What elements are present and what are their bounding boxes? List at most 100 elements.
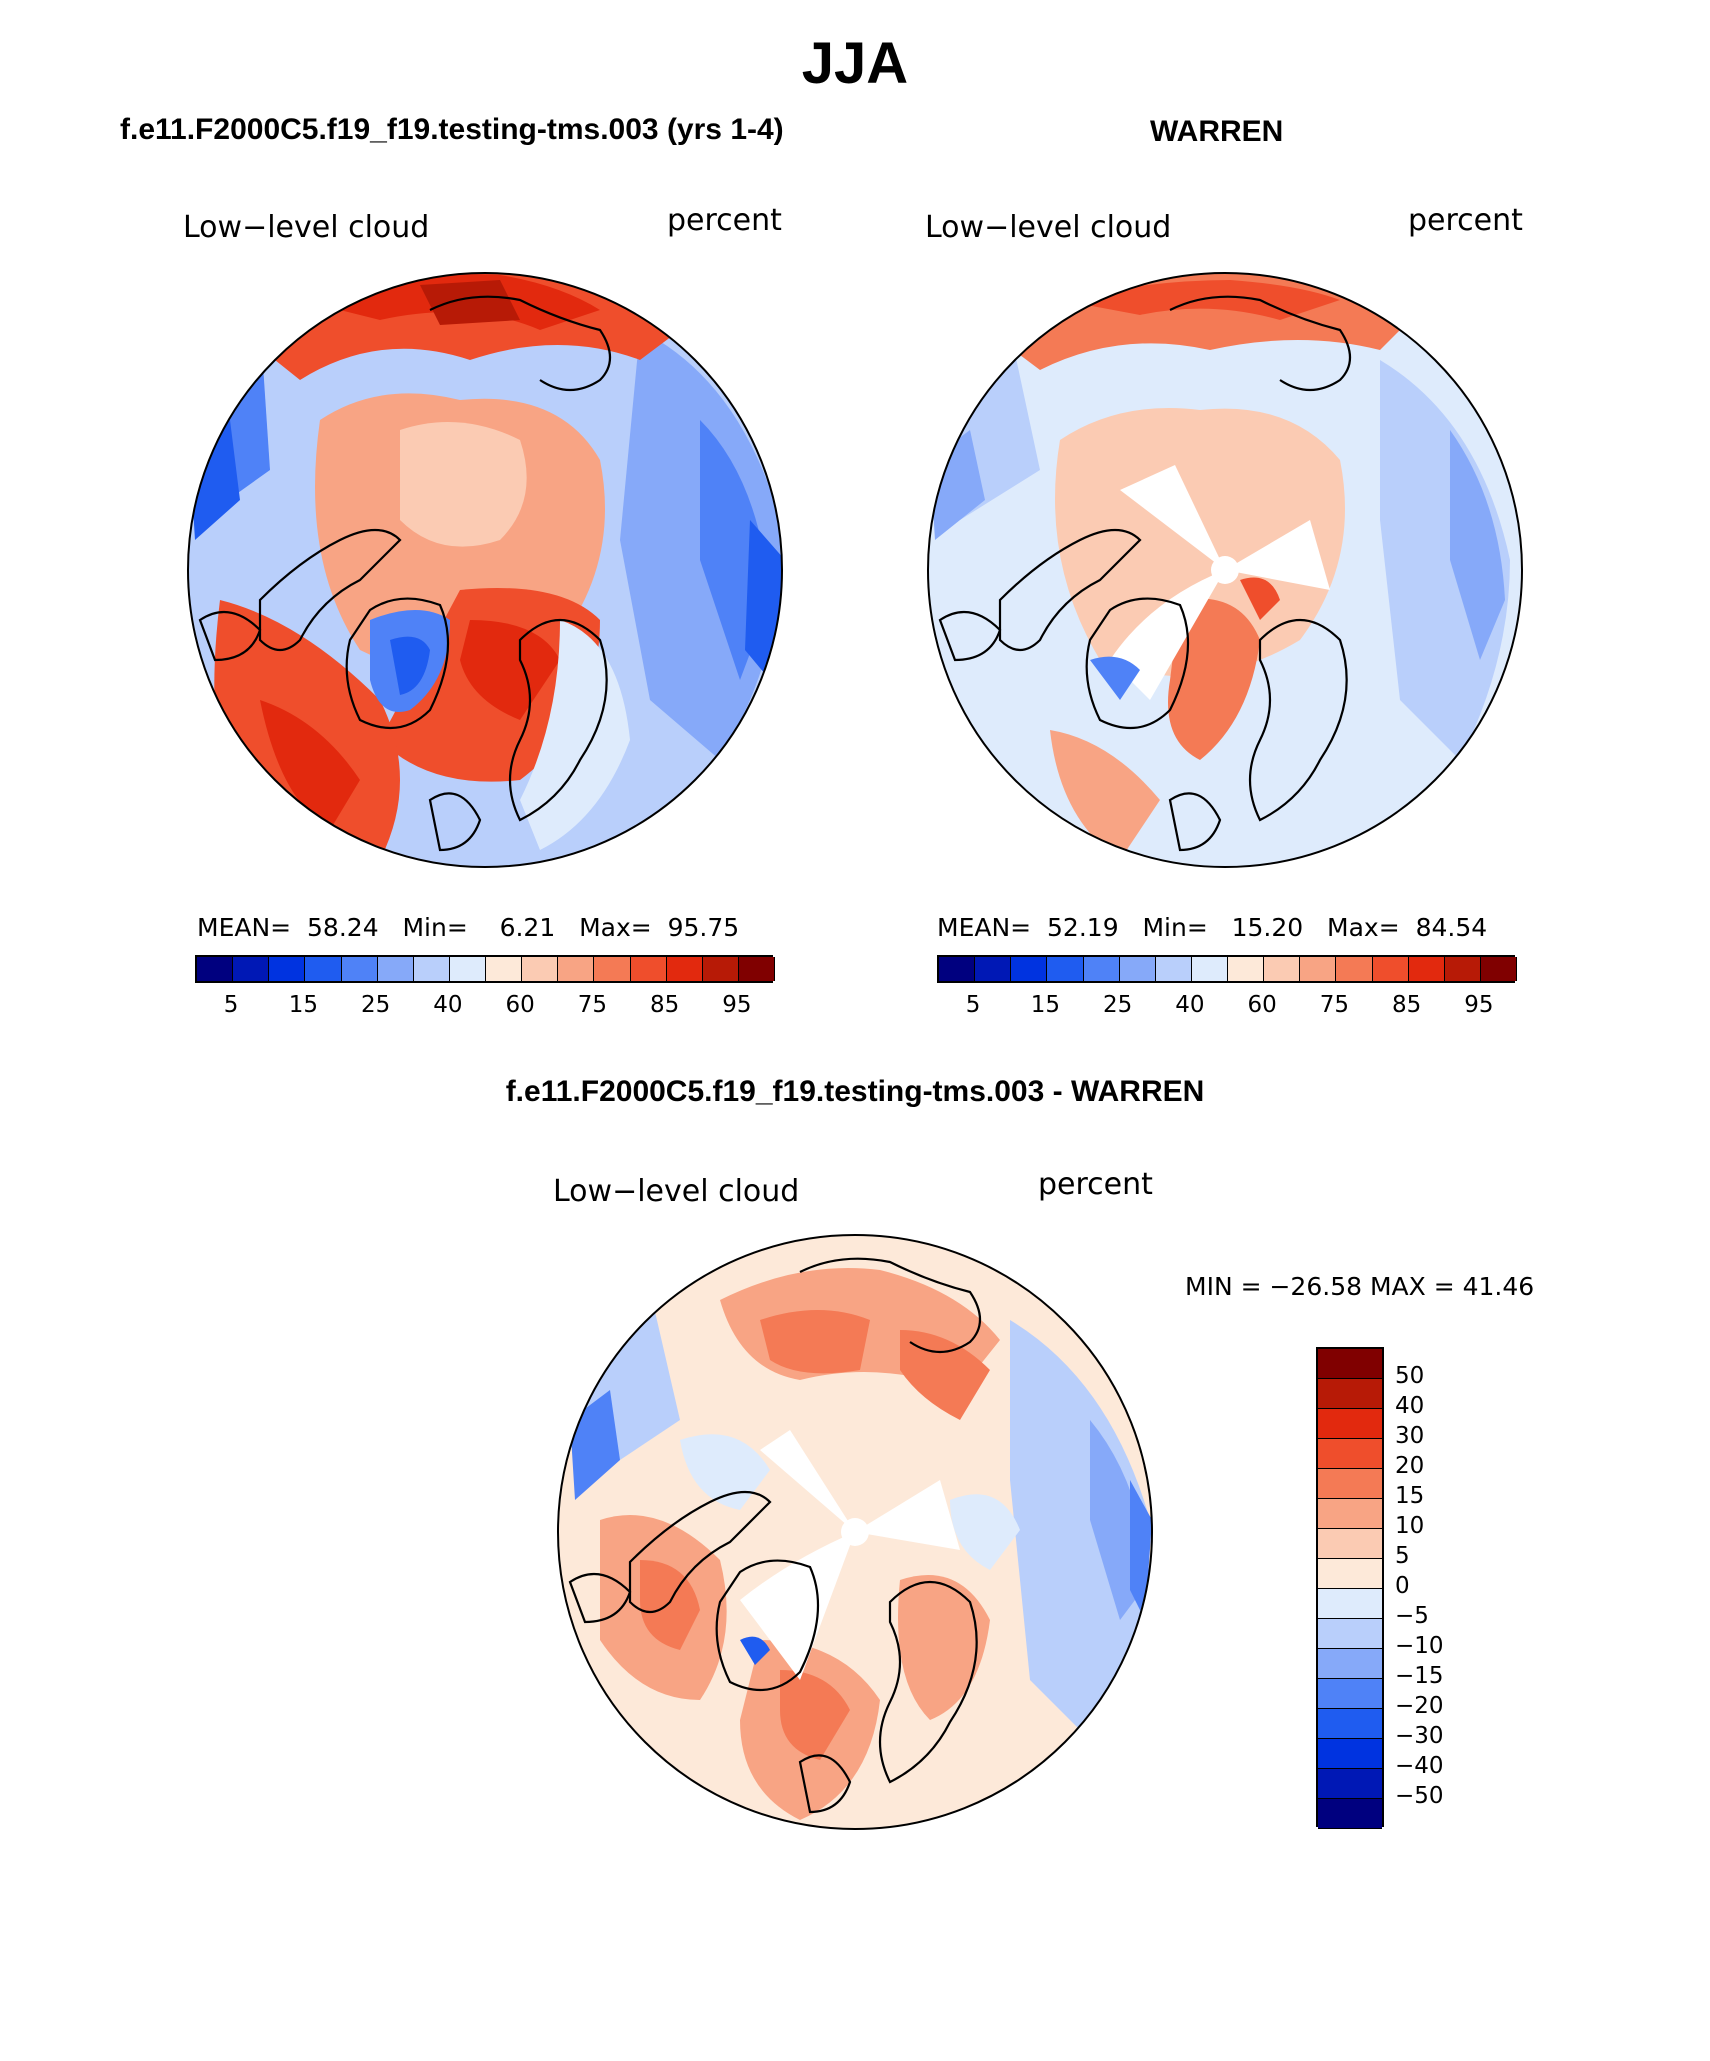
colorbar-swatch — [1408, 957, 1445, 981]
model-colorbar — [195, 955, 775, 983]
colorbar-swatch — [1318, 1769, 1382, 1799]
colorbar-swatch — [341, 957, 378, 981]
colorbar-tick-label: 75 — [577, 992, 608, 1018]
page-title: JJA — [801, 31, 909, 96]
obs-colorbar — [937, 955, 1517, 983]
colorbar-swatch — [702, 957, 739, 981]
colorbar-tick-label: −30 — [1395, 1723, 1444, 1749]
colorbar-swatch — [1228, 957, 1265, 981]
colorbar-swatch — [413, 957, 450, 981]
diff-minmax-label: MIN = −26.58 MAX = 41.46 — [1185, 1272, 1535, 1301]
colorbar-swatch — [197, 957, 234, 981]
colorbar-swatch — [1318, 1709, 1382, 1739]
colorbar-swatch — [1318, 1469, 1382, 1499]
colorbar-swatch — [1318, 1349, 1382, 1379]
colorbar-tick-label: 15 — [1030, 992, 1061, 1018]
colorbar-swatch — [1264, 957, 1301, 981]
colorbar-swatch — [630, 957, 667, 981]
colorbar-tick-label: −15 — [1395, 1663, 1444, 1689]
obs-polar-map — [928, 273, 1522, 867]
colorbar-tick-label: 15 — [1395, 1483, 1425, 1509]
colorbar-tick-label: 5 — [223, 992, 239, 1018]
model-stats: MEAN= 58.24 Min= 6.21 Max= 95.75 — [197, 913, 740, 942]
colorbar-swatch — [594, 957, 631, 981]
colorbar-swatch — [1480, 957, 1517, 981]
colorbar-swatch — [233, 957, 270, 981]
colorbar-swatch — [1318, 1799, 1382, 1829]
colorbar-swatch — [975, 957, 1012, 981]
diff-units-label: percent — [1038, 1167, 1153, 1202]
colorbar-swatch — [1372, 957, 1409, 981]
obs-colorbar-labels: 5 15 25 40 60 75 85 95 — [937, 992, 1515, 1022]
colorbar-swatch — [1047, 957, 1084, 981]
colorbar-swatch — [1336, 957, 1373, 981]
colorbar-tick-label: 10 — [1395, 1513, 1425, 1539]
obs-variable-label: Low−level cloud — [925, 210, 1172, 245]
colorbar-swatch — [1318, 1679, 1382, 1709]
colorbar-tick-label: 5 — [965, 992, 981, 1018]
colorbar-tick-label: 75 — [1319, 992, 1350, 1018]
obs-stats: MEAN= 52.19 Min= 15.20 Max= 84.54 — [937, 913, 1488, 942]
colorbar-swatch — [1011, 957, 1048, 981]
colorbar-tick-label: −40 — [1395, 1753, 1444, 1779]
colorbar-swatch — [1318, 1619, 1382, 1649]
colorbar-swatch — [666, 957, 703, 981]
diff-panel-title: f.e11.F2000C5.f19_f19.testing-tms.003 - … — [505, 1075, 1205, 1108]
colorbar-swatch — [305, 957, 342, 981]
colorbar-swatch — [939, 957, 976, 981]
colorbar-swatch — [1191, 957, 1228, 981]
model-panel-title: f.e11.F2000C5.f19_f19.testing-tms.003 (y… — [120, 113, 784, 146]
diff-colorbar — [1316, 1347, 1384, 1829]
colorbar-swatch — [1318, 1439, 1382, 1469]
colorbar-swatch — [738, 957, 775, 981]
colorbar-tick-label: 40 — [433, 992, 463, 1018]
colorbar-tick-label: 5 — [1395, 1543, 1410, 1569]
colorbar-swatch — [1444, 957, 1481, 981]
model-polar-map — [188, 273, 782, 867]
colorbar-swatch — [1318, 1589, 1382, 1619]
colorbar-tick-label: 30 — [1395, 1423, 1425, 1449]
colorbar-tick-label: 20 — [1395, 1453, 1425, 1479]
colorbar-tick-label: 85 — [1391, 992, 1422, 1018]
colorbar-swatch — [558, 957, 595, 981]
colorbar-tick-label: 25 — [360, 992, 391, 1018]
colorbar-swatch — [1318, 1499, 1382, 1529]
colorbar-tick-label: 60 — [505, 992, 535, 1018]
colorbar-tick-label: −20 — [1395, 1693, 1444, 1719]
diff-colorbar-labels: 50 40 30 20 15 10 5 0 −5 −10 −15 −20 −30 −40 −50 — [1395, 1347, 1475, 1827]
obs-units-label: percent — [1408, 203, 1523, 238]
colorbar-tick-label: 40 — [1175, 992, 1205, 1018]
colorbar-swatch — [1318, 1379, 1382, 1409]
colorbar-tick-label: 60 — [1247, 992, 1277, 1018]
model-units-label: percent — [667, 203, 782, 238]
model-variable-label: Low−level cloud — [183, 210, 430, 245]
colorbar-swatch — [269, 957, 306, 981]
diff-variable-label: Low−level cloud — [553, 1174, 800, 1209]
colorbar-swatch — [449, 957, 486, 981]
colorbar-tick-label: −50 — [1395, 1783, 1444, 1809]
colorbar-tick-label: 25 — [1102, 992, 1133, 1018]
colorbar-swatch — [1318, 1739, 1382, 1769]
diff-polar-map — [558, 1235, 1152, 1829]
colorbar-swatch — [486, 957, 523, 981]
colorbar-swatch — [1318, 1649, 1382, 1679]
colorbar-tick-label: 85 — [649, 992, 680, 1018]
obs-coastlines — [938, 295, 1352, 852]
colorbar-tick-label: 95 — [1464, 992, 1494, 1018]
colorbar-tick-label: −10 — [1395, 1633, 1444, 1659]
colorbar-swatch — [522, 957, 559, 981]
colorbar-swatch — [1318, 1409, 1382, 1439]
colorbar-tick-label: 40 — [1395, 1393, 1425, 1419]
model-colorbar-labels: 5 15 25 40 60 75 85 95 — [195, 992, 773, 1022]
colorbar-swatch — [1083, 957, 1120, 981]
obs-panel-title: WARREN — [1150, 115, 1284, 148]
diff-coastlines — [568, 1257, 982, 1814]
colorbar-swatch — [1155, 957, 1192, 981]
colorbar-tick-label: 15 — [288, 992, 319, 1018]
colorbar-swatch — [1318, 1529, 1382, 1559]
colorbar-swatch — [1119, 957, 1156, 981]
colorbar-swatch — [1318, 1559, 1382, 1589]
colorbar-swatch — [377, 957, 414, 981]
colorbar-tick-label: −5 — [1395, 1603, 1429, 1629]
